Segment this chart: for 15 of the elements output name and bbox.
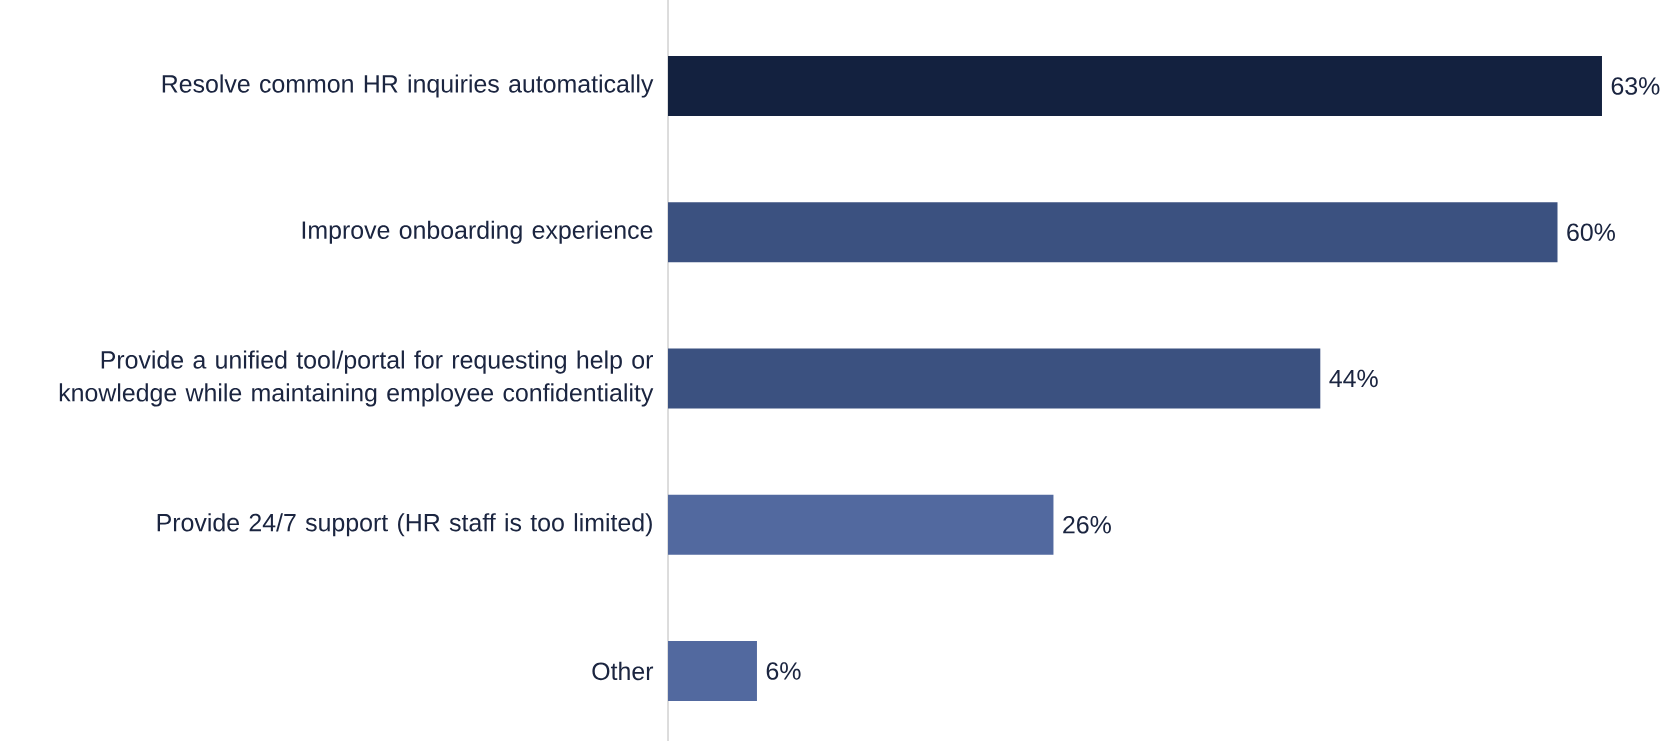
data-label: 60% bbox=[1567, 223, 1615, 242]
data-label: 6% bbox=[766, 662, 801, 680]
bar bbox=[668, 641, 757, 701]
data-label: 44% bbox=[1329, 369, 1378, 388]
data-label: 63% bbox=[1611, 77, 1660, 95]
bar bbox=[668, 494, 1054, 555]
y-tick-label: Provide 24/7 support (HR staff is too limited) bbox=[157, 513, 652, 537]
y-tick-label: Resolve common HR inquiries automatically bbox=[162, 74, 654, 98]
bar bbox=[668, 202, 1558, 263]
y-tick-label: Other bbox=[592, 661, 654, 681]
bar bbox=[668, 348, 1321, 409]
y-tick-label: Improve onboarding experience bbox=[302, 220, 653, 244]
y-tick-label: Provide a unified tool/portal for requesting help or knowledge while maintaining employee confidentiality bbox=[59, 350, 654, 407]
bar bbox=[668, 55, 1602, 116]
data-label: 26% bbox=[1063, 515, 1111, 534]
